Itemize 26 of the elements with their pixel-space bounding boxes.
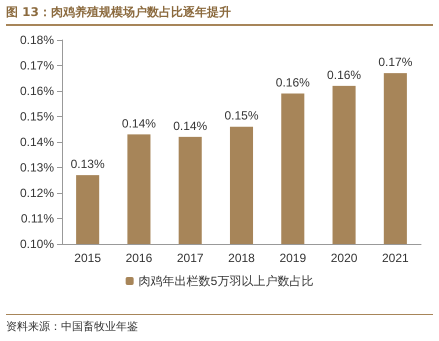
data-label: 0.17% <box>378 55 413 70</box>
text: 资料来源：中国畜牧业年鉴 <box>6 314 433 334</box>
x-tick-label: 2018 <box>228 251 256 265</box>
data-label: 0.16% <box>327 68 362 82</box>
y-tick-label: 0.12% <box>20 186 54 200</box>
data-label: 0.13% <box>70 157 105 172</box>
data-label: 0.14% <box>122 116 156 130</box>
y-tick-label: 0.13% <box>20 160 54 174</box>
x-tick-label: 2017 <box>176 251 204 265</box>
y-tick-label: 0.15% <box>20 110 54 124</box>
x-tick-label: 2015 <box>74 251 102 265</box>
data-label: 0.14% <box>173 118 208 133</box>
y-tick-label: 0.11% <box>20 212 54 226</box>
data-label: 0.15% <box>224 108 259 123</box>
y-tick-label: 0.17% <box>20 58 54 72</box>
legend-label: 肉鸡年出栏数5万羽以上户数占比 <box>138 274 314 288</box>
y-tick-label: 0.18% <box>20 33 54 47</box>
x-tick-label: 2016 <box>126 251 153 265</box>
data-label: 0.16% <box>276 76 310 90</box>
chart-title: 图 13：肉鸡养殖规模场户数占比逐年提升 <box>6 4 433 26</box>
x-tick-label: 2020 <box>330 251 358 265</box>
x-tick-label: 2019 <box>279 251 306 265</box>
y-tick-label: 0.14% <box>20 135 54 149</box>
y-tick-label: 0.16% <box>20 84 54 98</box>
y-tick-label: 0.10% <box>20 237 54 251</box>
x-tick-label: 2021 <box>382 251 410 265</box>
